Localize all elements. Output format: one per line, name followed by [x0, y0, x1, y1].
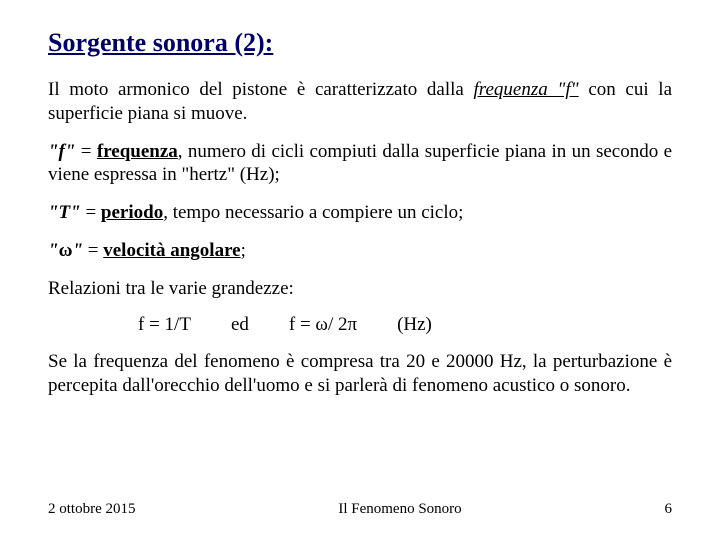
footer-date: 2 ottobre 2015 [48, 501, 136, 518]
p4-omega: ω [59, 240, 73, 261]
paragraph-2: "f" = frequenza, numero di cicli compiut… [48, 140, 672, 188]
p3-eq: = [81, 202, 101, 223]
p3-periodo: periodo [101, 202, 163, 223]
p1-text-a: Il moto armonico del pistone è caratteri… [48, 79, 474, 100]
paragraph-5: Relazioni tra le varie grandezze: [48, 277, 672, 301]
formula-f-omega: f = ω/ 2π [289, 314, 357, 336]
paragraph-1: Il moto armonico del pistone è caratteri… [48, 78, 672, 126]
f2-prefix: f = [289, 314, 316, 335]
p4-velocita: velocità angolare [103, 240, 240, 261]
formula-f-1t: f = 1/T [138, 314, 191, 336]
p2-frequenza: frequenza [97, 141, 178, 162]
p4-semicolon: ; [241, 240, 246, 261]
footer: 2 ottobre 2015 Il Fenomeno Sonoro 6 [48, 501, 672, 518]
p2-eq: = [75, 141, 96, 162]
p3-symbol-t: "T" [48, 202, 81, 223]
paragraph-3: "T" = periodo, tempo necessario a compie… [48, 201, 672, 225]
p4-quote-close: " [72, 240, 83, 261]
formula-row: f = 1/T ed f = ω/ 2π (Hz) [48, 314, 672, 336]
f2-omega: ω [315, 314, 328, 335]
footer-page-number: 6 [664, 501, 672, 518]
p4-quote-open: " [48, 240, 59, 261]
p3-rest: , tempo necessario a compiere un ciclo; [163, 202, 463, 223]
footer-title: Il Fenomeno Sonoro [338, 501, 461, 518]
p1-frequenza-f: frequenza "f" [474, 79, 579, 100]
paragraph-6: Se la frequenza del fenomeno è compresa … [48, 350, 672, 398]
p2-symbol-f: "f" [48, 141, 75, 162]
formula-hz: (Hz) [397, 314, 432, 336]
formula-ed: ed [231, 314, 249, 336]
f2-pi: π [347, 314, 357, 335]
p4-eq: = [83, 240, 103, 261]
slide-title: Sorgente sonora (2): [48, 28, 672, 58]
f2-div2: / 2 [328, 314, 348, 335]
paragraph-4: "ω" = velocità angolare; [48, 239, 672, 263]
